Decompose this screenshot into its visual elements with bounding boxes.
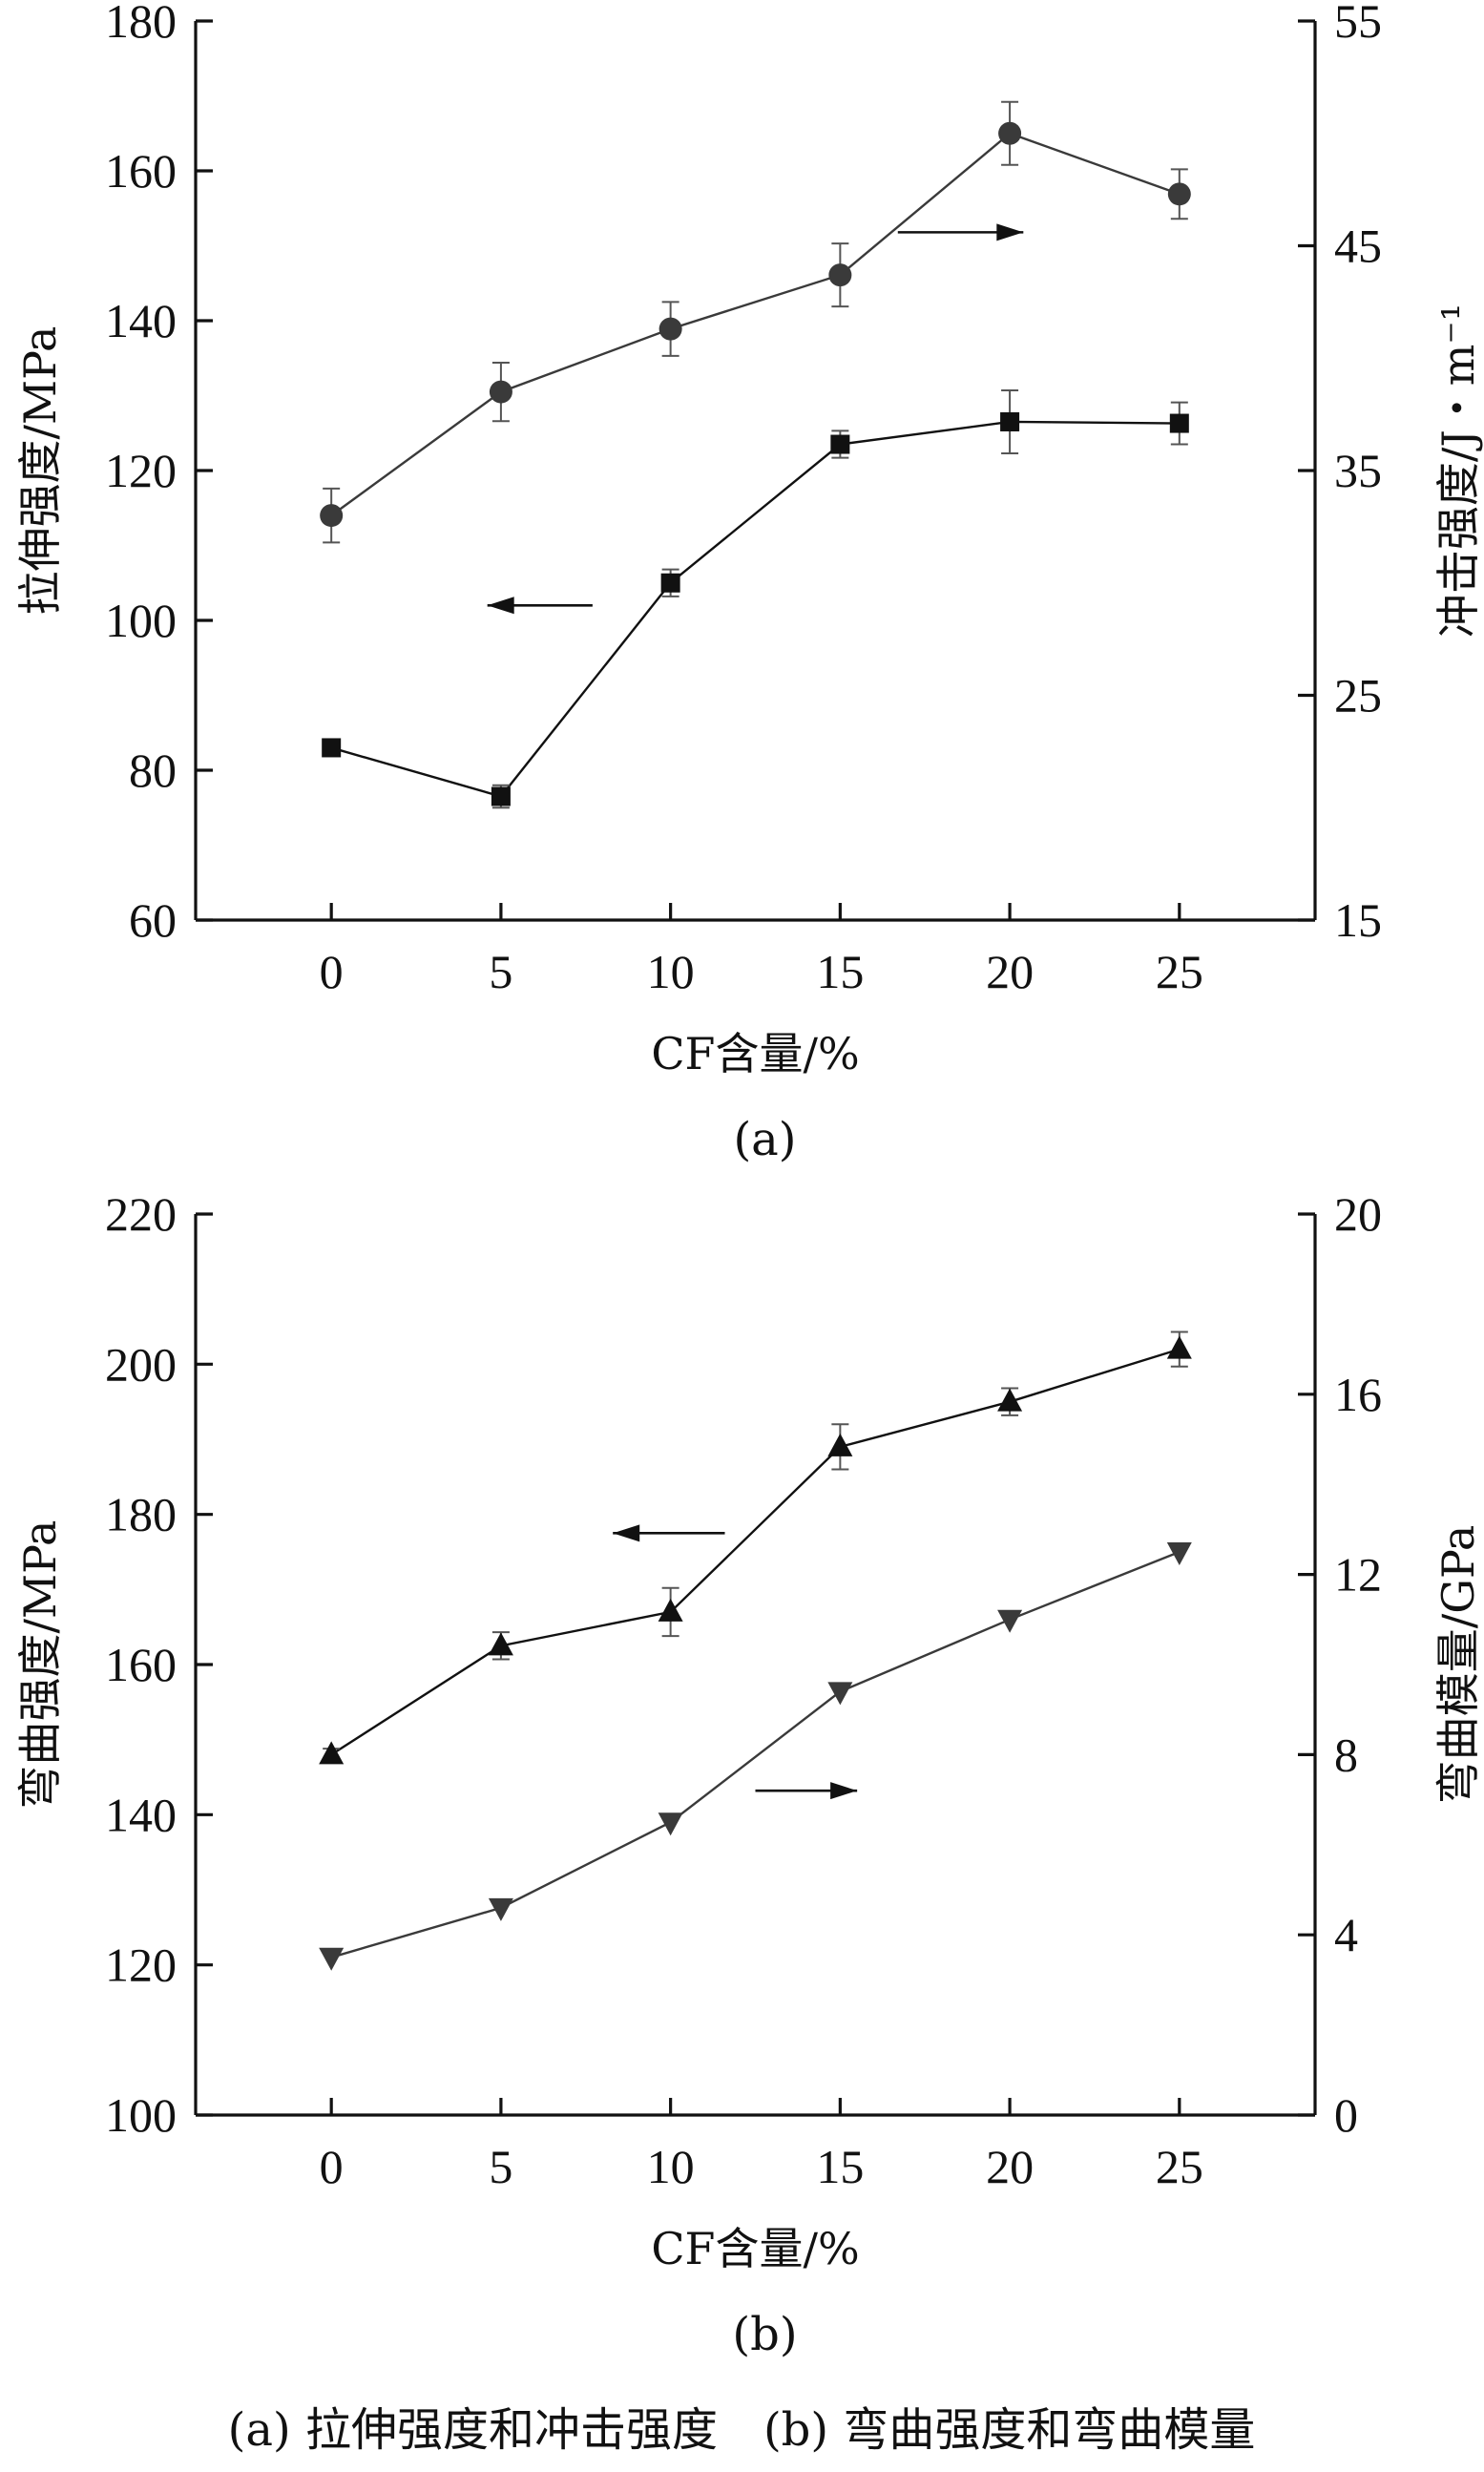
data-point-circle (828, 263, 852, 287)
left-y-tick-label: 140 (105, 294, 177, 347)
right-y-tick-label: 12 (1334, 1548, 1382, 1602)
arrow-head (487, 597, 514, 615)
data-point-triangle-up (488, 1632, 513, 1656)
arrow-head (830, 1782, 858, 1800)
data-point-circle (489, 380, 512, 404)
right-y-tick-label: 35 (1334, 444, 1382, 497)
right-y-axis-title: 冲击强度/J・m⁻¹ (1432, 304, 1484, 638)
x-tick-label: 0 (320, 2140, 344, 2193)
x-tick-label: 20 (986, 945, 1034, 998)
data-point-triangle-down (997, 1609, 1023, 1633)
data-point-triangle-up (827, 1433, 853, 1456)
left-y-tick-label: 220 (105, 1187, 177, 1241)
left-y-tick-label: 120 (105, 444, 177, 497)
series-line (330, 1550, 1181, 1959)
data-point-circle (658, 317, 682, 341)
panel-a-tensile-impact-chart: 60 80 100 120 140 160 180 15 25 35 45 55 0 5 10 15 20 25 C… (14, 0, 1484, 1166)
x-axis-title: CF含量/% (651, 2223, 859, 2274)
figure-caption: (a) 拉伸强度和冲击强度 (b) 弯曲强度和弯曲模量 (228, 2403, 1256, 2457)
data-point-square (1000, 411, 1020, 431)
right-y-tick-label: 20 (1334, 1187, 1382, 1241)
left-y-tick-label: 160 (105, 1638, 177, 1691)
panel-label: (b) (732, 2308, 797, 2361)
x-tick-label: 5 (489, 945, 512, 998)
left-y-axis-title: 弯曲强度/MPa (14, 1520, 66, 1810)
x-tick-label: 20 (986, 2140, 1034, 2193)
left-y-tick-label: 180 (105, 1488, 177, 1541)
left-y-tick-label: 60 (129, 893, 177, 947)
data-point-circle (320, 504, 344, 528)
data-point-square (1169, 413, 1189, 433)
x-tick-label: 25 (1156, 945, 1203, 998)
right-y-tick-label: 15 (1334, 893, 1382, 947)
data-point-square (660, 573, 680, 593)
right-y-axis-title: 弯曲模量/GPa (1432, 1525, 1484, 1805)
data-point-triangle-down (827, 1682, 853, 1706)
x-tick-label: 0 (320, 945, 344, 998)
data-point-circle (998, 121, 1022, 145)
x-tick-label: 10 (647, 945, 695, 998)
right-y-tick-label: 25 (1334, 669, 1382, 723)
left-y-tick-label: 100 (105, 594, 177, 647)
left-y-tick-label: 160 (105, 144, 177, 198)
data-point-triangle-up (997, 1388, 1023, 1412)
panel-label: (a) (733, 1113, 796, 1166)
x-tick-label: 25 (1156, 2140, 1203, 2193)
arrow-head (996, 223, 1024, 241)
left-y-tick-label: 100 (105, 2088, 177, 2142)
data-point-square (322, 738, 342, 758)
left-y-tick-label: 180 (105, 0, 177, 48)
arrow-head (613, 1524, 640, 1542)
data-point-triangle-up (658, 1598, 683, 1622)
left-y-axis-title: 拉伸强度/MPa (14, 326, 66, 616)
data-point-square (830, 434, 850, 454)
data-point-triangle-up (1166, 1335, 1192, 1359)
right-y-tick-label: 55 (1334, 0, 1382, 48)
left-y-tick-label: 80 (129, 744, 177, 797)
data-point-triangle-down (319, 1947, 345, 1971)
right-y-tick-label: 16 (1334, 1368, 1382, 1421)
series-line (330, 420, 1180, 798)
data-point-triangle-up (319, 1741, 345, 1765)
x-tick-label: 15 (816, 2140, 864, 2193)
left-y-tick-label: 120 (105, 1938, 177, 1992)
right-y-tick-label: 45 (1334, 220, 1382, 273)
right-y-tick-label: 0 (1334, 2088, 1358, 2142)
data-point-triangle-down (488, 1897, 513, 1921)
right-y-tick-label: 8 (1334, 1728, 1358, 1781)
data-point-triangle-down (658, 1812, 683, 1836)
data-point-square (491, 786, 511, 807)
left-y-tick-label: 140 (105, 1788, 177, 1841)
x-tick-label: 5 (489, 2140, 512, 2193)
data-point-circle (1167, 182, 1191, 206)
left-y-tick-label: 200 (105, 1337, 177, 1391)
series-line (330, 132, 1181, 517)
data-point-triangle-down (1166, 1542, 1192, 1565)
series-line (330, 1348, 1181, 1756)
right-y-tick-label: 4 (1334, 1908, 1358, 1961)
x-tick-label: 15 (816, 945, 864, 998)
x-tick-label: 10 (647, 2140, 695, 2193)
x-axis-title: CF含量/% (651, 1028, 859, 1079)
